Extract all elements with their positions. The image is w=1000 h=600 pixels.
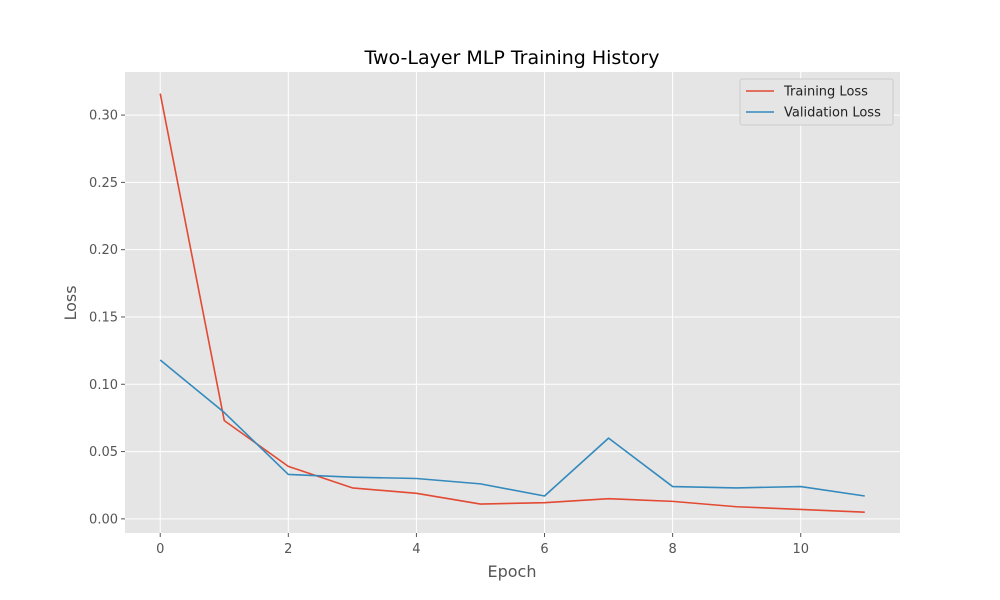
x-tick-label: 10 xyxy=(792,542,809,557)
legend-label-training-loss: Training Loss xyxy=(783,85,868,100)
y-tick-label: 0.00 xyxy=(89,512,118,527)
series-lines xyxy=(159,93,865,513)
x-tick-label: 8 xyxy=(668,542,676,557)
x-tick-labels: 0 2 4 6 8 10 xyxy=(156,533,809,557)
x-tick-label: 2 xyxy=(284,542,292,557)
legend: Training Loss Validation Loss xyxy=(739,78,894,126)
y-tick-label: 0.25 xyxy=(89,176,118,191)
x-tick-label: 6 xyxy=(540,542,548,557)
y-tick-label: 0.30 xyxy=(89,109,118,124)
y-tick-label: 0.05 xyxy=(89,445,118,460)
y-tick-label: 0.15 xyxy=(89,310,118,325)
legend-box xyxy=(739,78,894,126)
y-tick-label: 0.10 xyxy=(89,378,118,393)
x-tick-label: 0 xyxy=(156,542,164,557)
plot-background xyxy=(125,72,900,533)
y-tick-label: 0.20 xyxy=(89,243,118,258)
x-axis-label: Epoch xyxy=(488,562,537,581)
chart-title: Two-Layer MLP Training History xyxy=(364,47,660,69)
training-loss-line xyxy=(159,93,865,513)
y-tick-labels: 0.00 0.05 0.10 0.15 0.20 0.25 0.30 xyxy=(89,109,125,527)
x-tick-label: 4 xyxy=(412,542,420,557)
validation-loss-line xyxy=(159,359,865,497)
y-axis-label: Loss xyxy=(61,285,80,320)
legend-label-validation-loss: Validation Loss xyxy=(784,106,881,121)
